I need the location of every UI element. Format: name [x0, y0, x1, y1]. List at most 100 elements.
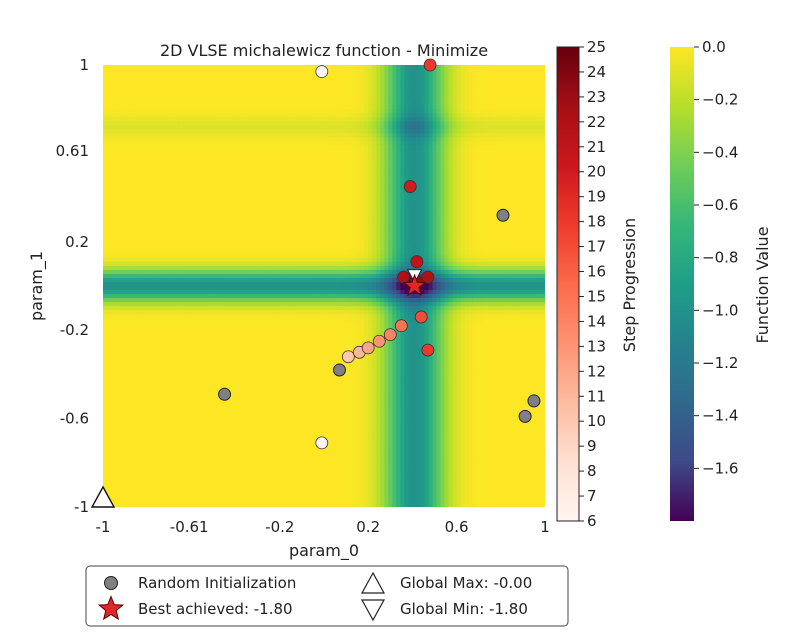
heatmap-cell: [167, 109, 172, 114]
heatmap-cell: [231, 277, 237, 283]
heatmap-cell: [267, 233, 273, 239]
heatmap-cell: [219, 125, 225, 130]
heatmap-cell: [171, 478, 176, 484]
heatmap-cell: [151, 302, 156, 307]
heatmap-cell: [271, 109, 277, 114]
heatmap-cell: [247, 426, 253, 432]
heatmap-cell: [195, 81, 201, 86]
heatmap-cell: [147, 302, 152, 307]
heatmap-cell: [107, 197, 112, 203]
heatmap-cell: [119, 261, 124, 267]
heatmap-cell: [255, 394, 261, 400]
heatmap-cell: [167, 113, 172, 118]
heatmap-cell: [103, 233, 108, 239]
heatmap-cell: [255, 498, 261, 504]
heatmap-cell: [207, 350, 213, 355]
heatmap-cell: [175, 310, 180, 315]
heatmap-cell: [191, 390, 197, 396]
heatmap-cell: [123, 65, 128, 70]
heatmap-cell: [211, 193, 217, 199]
heatmap-cell: [231, 121, 237, 126]
heatmap-cell: [235, 165, 241, 171]
heatmap-cell: [243, 201, 249, 207]
heatmap-cell: [167, 486, 172, 492]
heatmap-cell: [187, 294, 192, 299]
heatmap-cell: [191, 290, 197, 295]
heatmap-cell: [199, 498, 205, 504]
heatmap-cell: [263, 277, 269, 283]
heatmap-cell: [143, 474, 148, 480]
heatmap-cell: [203, 245, 209, 251]
heatmap-cell: [147, 97, 152, 102]
heatmap-cell: [127, 342, 132, 347]
heatmap-cell: [211, 141, 217, 146]
heatmap-cell: [211, 189, 217, 195]
heatmap-cell: [107, 350, 112, 355]
heatmap-cell: [187, 253, 192, 259]
heatmap-cell: [175, 422, 180, 428]
heatmap-cell: [151, 494, 156, 500]
heatmap-cell: [255, 486, 261, 492]
heatmap-cell: [219, 478, 225, 484]
heatmap-cell: [227, 374, 233, 380]
heatmap-cell: [167, 386, 172, 392]
heatmap-cell: [271, 213, 277, 219]
heatmap-cell: [151, 366, 156, 371]
heatmap-cell: [263, 197, 269, 203]
heatmap-cell: [219, 145, 225, 150]
heatmap-cell: [255, 217, 261, 223]
heatmap-cell: [147, 189, 152, 195]
heatmap-cell: [103, 290, 108, 295]
heatmap-cell: [247, 430, 253, 436]
heatmap-cell: [139, 474, 144, 480]
heatmap-cell: [179, 245, 184, 251]
heatmap-cell: [159, 185, 164, 191]
heatmap-cell: [147, 237, 152, 243]
heatmap-cell: [223, 498, 229, 504]
heatmap-cell: [235, 97, 241, 102]
heatmap-cell: [171, 129, 176, 134]
heatmap-cell: [231, 422, 237, 428]
heatmap-cell: [251, 137, 257, 142]
heatmap-cell: [159, 69, 164, 74]
heatmap-cell: [239, 137, 245, 142]
heatmap-cell: [207, 450, 213, 456]
heatmap-cell: [115, 221, 120, 227]
heatmap-cell: [203, 326, 209, 331]
heatmap-cell: [167, 330, 172, 335]
heatmap-cell: [127, 334, 132, 339]
heatmap-cell: [155, 350, 160, 355]
heatmap-cell: [275, 486, 281, 492]
heatmap-cell: [255, 241, 261, 247]
heatmap-cell: [195, 249, 201, 255]
heatmap-cell: [127, 326, 132, 331]
heatmap-cell: [115, 133, 120, 138]
heatmap-cell: [195, 454, 201, 460]
heatmap-cell: [235, 237, 241, 243]
heatmap-cell: [123, 450, 128, 456]
heatmap-cell: [131, 161, 136, 167]
heatmap-cell: [267, 101, 273, 106]
heatmap-cell: [235, 245, 241, 251]
heatmap-cell: [159, 149, 164, 154]
heatmap-cell: [107, 394, 112, 400]
heatmap-cell: [175, 209, 180, 215]
heatmap-cell: [171, 161, 176, 167]
heatmap-cell: [191, 382, 197, 388]
heatmap-cell: [231, 73, 237, 78]
heatmap-cell: [143, 169, 148, 175]
heatmap-cell: [227, 157, 233, 163]
heatmap-cell: [239, 378, 245, 384]
heatmap-cell: [275, 394, 281, 400]
heatmap-cell: [147, 434, 152, 440]
heatmap-cell: [263, 362, 269, 367]
heatmap-cell: [155, 362, 160, 367]
heatmap-cell: [175, 290, 180, 295]
heatmap-cell: [179, 302, 184, 307]
heatmap-cell: [123, 209, 128, 215]
heatmap-cell: [111, 478, 116, 484]
heatmap-cell: [239, 446, 245, 452]
heatmap-cell: [171, 133, 176, 138]
heatmap-cell: [103, 474, 108, 480]
heatmap-cell: [215, 378, 221, 384]
